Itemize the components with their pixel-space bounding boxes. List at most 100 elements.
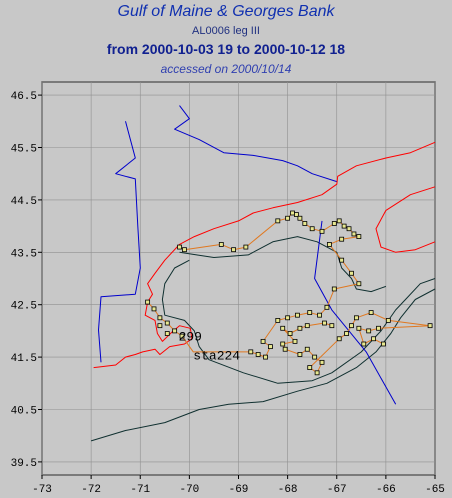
station-marker (319, 359, 325, 365)
station-marker (285, 215, 291, 221)
lat-tick-label: 41.5 (11, 353, 37, 365)
station-marker (177, 244, 182, 250)
station-marker (339, 257, 345, 263)
station-marker (280, 341, 286, 347)
station-marker (280, 325, 286, 331)
station-marker (356, 281, 362, 287)
station-marker (385, 318, 391, 323)
lat-tick-label: 43.5 (11, 248, 37, 260)
station-marker (349, 323, 354, 329)
station-marker (314, 370, 320, 376)
station-marker (282, 346, 288, 352)
station-marker (231, 247, 236, 253)
station-marker (341, 223, 347, 229)
lon-tick-label: -69 (229, 484, 249, 496)
station-marker (302, 221, 308, 226)
station-marker (275, 318, 281, 323)
lon-tick-label: -65 (425, 484, 445, 496)
lat-tick-label: 39.5 (11, 458, 37, 470)
station-label: 299 (179, 329, 202, 344)
station-marker (326, 242, 332, 247)
lon-tick-label: -73 (32, 484, 52, 496)
station-marker (243, 244, 249, 250)
station-marker (336, 336, 342, 342)
station-labels: 299 sta224 (179, 329, 241, 363)
station-marker (312, 354, 318, 360)
station-marker (151, 306, 157, 312)
station-marker (356, 234, 362, 239)
map-title: Gulf of Maine & Georges Bank (117, 3, 335, 20)
station-marker (218, 242, 224, 247)
station-marker (260, 338, 266, 344)
state-boundary-line (98, 121, 141, 363)
station-marker (287, 331, 293, 336)
station-marker (145, 299, 151, 305)
lat-tick-label: 45.5 (11, 144, 37, 156)
accessed-date: accessed on 2000/10/14 (160, 62, 292, 76)
station-marker (292, 338, 298, 344)
cruise-track-georges (282, 312, 431, 374)
station-marker (157, 323, 163, 329)
station-marker (353, 315, 359, 321)
lat-tick-label: 44.5 (11, 196, 37, 208)
station-marker (351, 231, 357, 237)
station-marker (322, 320, 327, 326)
station-markers (145, 210, 433, 376)
station-marker (307, 365, 313, 370)
station-marker (172, 328, 178, 334)
lon-tick-label: -72 (81, 484, 101, 496)
station-marker (297, 325, 303, 331)
station-marker (339, 236, 345, 242)
station-marker (346, 226, 352, 232)
station-marker (331, 221, 337, 226)
station-marker (329, 323, 335, 329)
station-marker (356, 325, 362, 331)
isobath-deep-line (90, 288, 436, 442)
cruise-subtitle: AL0006 leg III (192, 25, 260, 37)
station-marker (319, 228, 325, 234)
station-marker (376, 325, 381, 331)
station-marker (294, 212, 299, 217)
station-marker (164, 331, 170, 336)
station-marker (248, 349, 254, 355)
station-marker (268, 344, 273, 350)
axis-ticks: -73 -72 -71 -70 -69 -68 -67 -66 -65 46.5 45.5 44.5 4… (11, 91, 445, 496)
station-marker (371, 336, 376, 342)
station-marker (297, 215, 303, 221)
station-marker (317, 312, 322, 318)
station-marker (331, 286, 337, 292)
lon-tick-label: -71 (130, 484, 150, 496)
isobath-line (161, 259, 436, 384)
station-marker (275, 218, 281, 224)
lat-tick-label: 46.5 (11, 91, 37, 103)
station-marker (304, 346, 310, 352)
station-marker (324, 304, 330, 310)
station-marker (255, 352, 261, 357)
station-marker (297, 352, 303, 357)
maine-boundary-line (174, 105, 337, 183)
station-marker (349, 270, 354, 276)
station-marker (290, 210, 295, 216)
station-marker (309, 226, 315, 232)
lon-tick-label: -66 (376, 484, 396, 496)
station-marker (361, 341, 367, 347)
station-marker (182, 247, 187, 253)
station-marker (381, 341, 386, 347)
lon-tick-label: -70 (179, 484, 199, 496)
station-marker (157, 315, 163, 321)
isobath-inner-line (179, 236, 387, 293)
date-range: from 2000-10-03 19 to 2000-10-12 18 (106, 41, 346, 57)
nova-scotia-coastline (375, 186, 436, 253)
station-marker (427, 323, 433, 329)
station-marker (295, 312, 300, 318)
station-marker (336, 218, 342, 224)
lon-tick-label: -67 (327, 484, 347, 496)
station-marker (263, 354, 268, 360)
lon-tick-label: -68 (278, 484, 298, 496)
station-marker (179, 333, 185, 339)
station-marker (304, 323, 310, 329)
station-marker (366, 328, 372, 334)
hague-line (314, 220, 397, 405)
lat-tick-label: 42.5 (11, 301, 37, 313)
